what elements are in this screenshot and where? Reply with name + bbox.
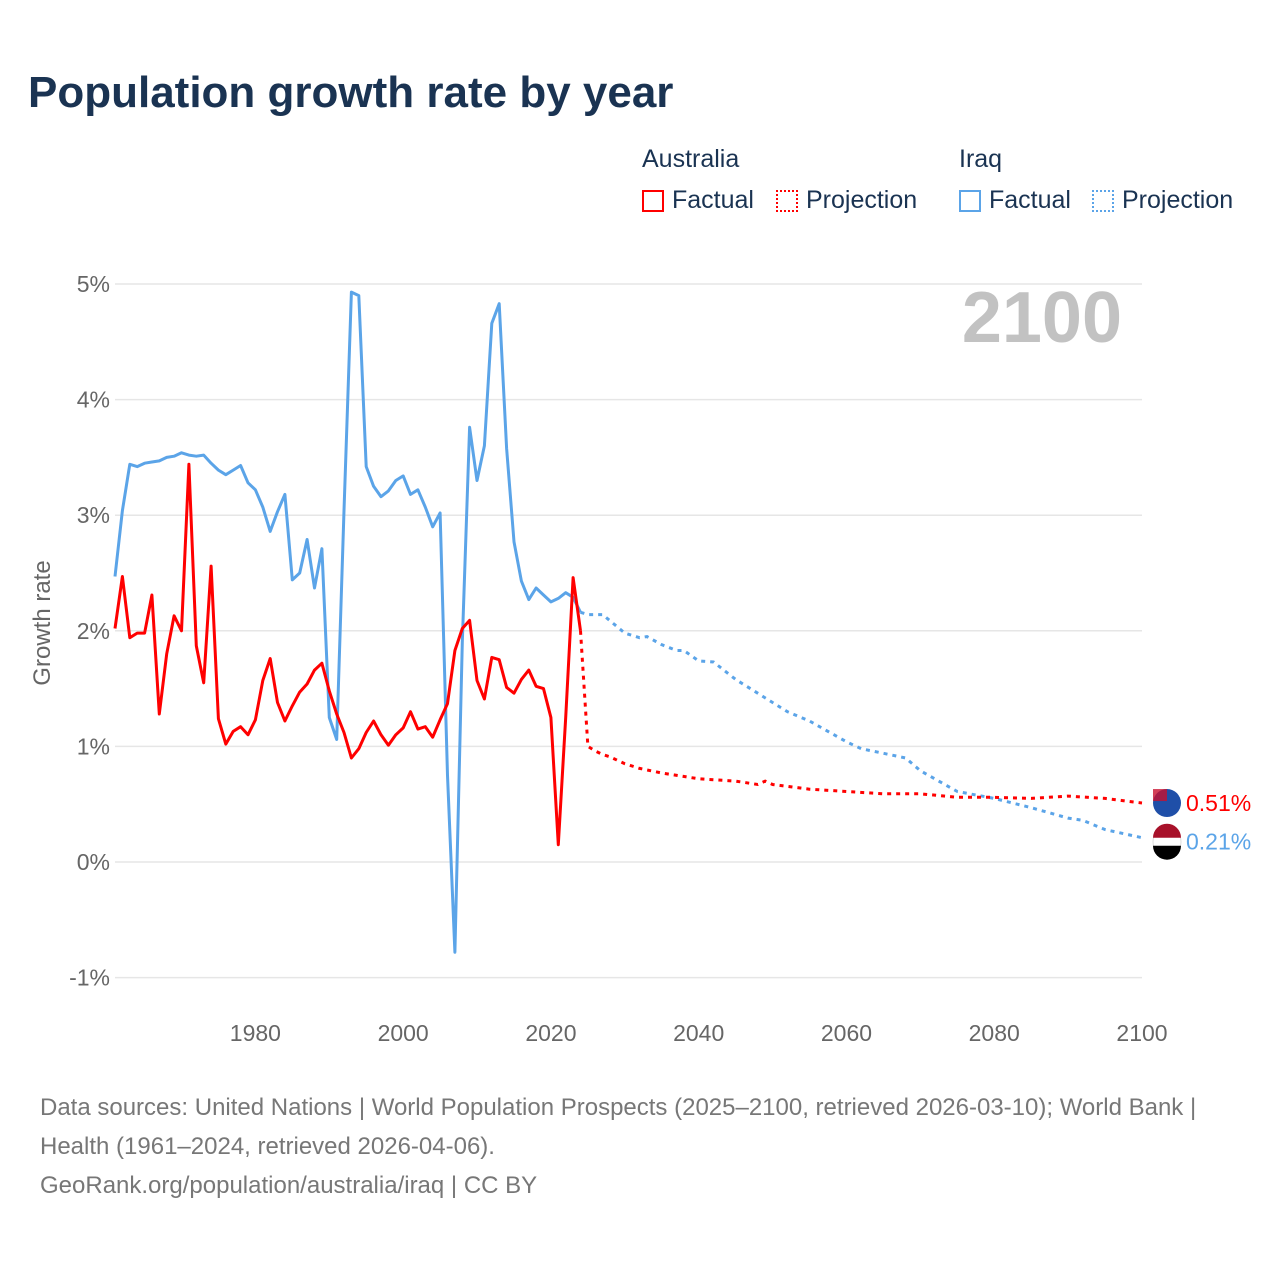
y-tick-label: -1% <box>69 965 110 991</box>
legend-iraq-projection[interactable]: Projection <box>1092 186 1233 215</box>
y-tick-label: 5% <box>77 271 110 297</box>
legend-label: Factual <box>672 186 754 214</box>
footer-sources: Data sources: United Nations | World Pop… <box>40 1094 1197 1160</box>
x-tick-label: 1980 <box>230 1020 281 1046</box>
y-tick-label: 4% <box>77 387 110 413</box>
y-axis-label: Growth rate <box>29 560 56 685</box>
iraq-flag-red <box>1153 823 1181 838</box>
legend-group-iraq: Iraq <box>959 145 1003 173</box>
x-tick-label: 2000 <box>378 1020 429 1046</box>
legend-swatch <box>1092 189 1114 212</box>
iraq-factual-line <box>113 290 582 954</box>
legend-australia-projection[interactable]: Projection <box>776 186 917 215</box>
legend-swatch <box>642 189 664 212</box>
australia-end-label: 0.51% <box>1186 790 1251 816</box>
y-tick-label: 3% <box>77 502 110 528</box>
data-source: Data sources: United Nations | World Pop… <box>40 1088 1240 1205</box>
legend-label: Factual <box>989 186 1071 214</box>
y-tick-label: 2% <box>77 618 110 644</box>
legend-iraq-factual[interactable]: Factual <box>959 186 1071 215</box>
legend-label: Projection <box>806 186 918 214</box>
australia-factual-line <box>113 462 582 847</box>
footer-link[interactable]: GeoRank.org/population/australia/iraq | … <box>40 1172 538 1199</box>
australia-projection-line <box>579 630 1143 805</box>
iraq-end-label: 0.21% <box>1186 829 1251 855</box>
x-tick-label: 2100 <box>1116 1020 1167 1046</box>
x-tick-label: 2060 <box>821 1020 872 1046</box>
legend-swatch <box>959 189 981 212</box>
y-tick-label: 0% <box>77 849 110 875</box>
year-watermark: 2100 <box>962 278 1122 358</box>
iraq-flag-black <box>1153 845 1181 860</box>
y-tick-label: 1% <box>77 733 110 759</box>
australia-flag-union <box>1153 789 1167 802</box>
x-tick-label: 2040 <box>673 1020 724 1046</box>
x-tick-label: 2020 <box>525 1020 576 1046</box>
legend-label: Projection <box>1122 186 1234 214</box>
iraq-projection-line <box>580 610 1143 840</box>
chart-title: Population growth rate by year <box>28 68 674 117</box>
legend-swatch <box>776 189 798 212</box>
legend-group-australia: Australia <box>642 145 740 173</box>
legend-australia-factual[interactable]: Factual <box>642 186 754 215</box>
x-tick-label: 2080 <box>969 1020 1020 1046</box>
